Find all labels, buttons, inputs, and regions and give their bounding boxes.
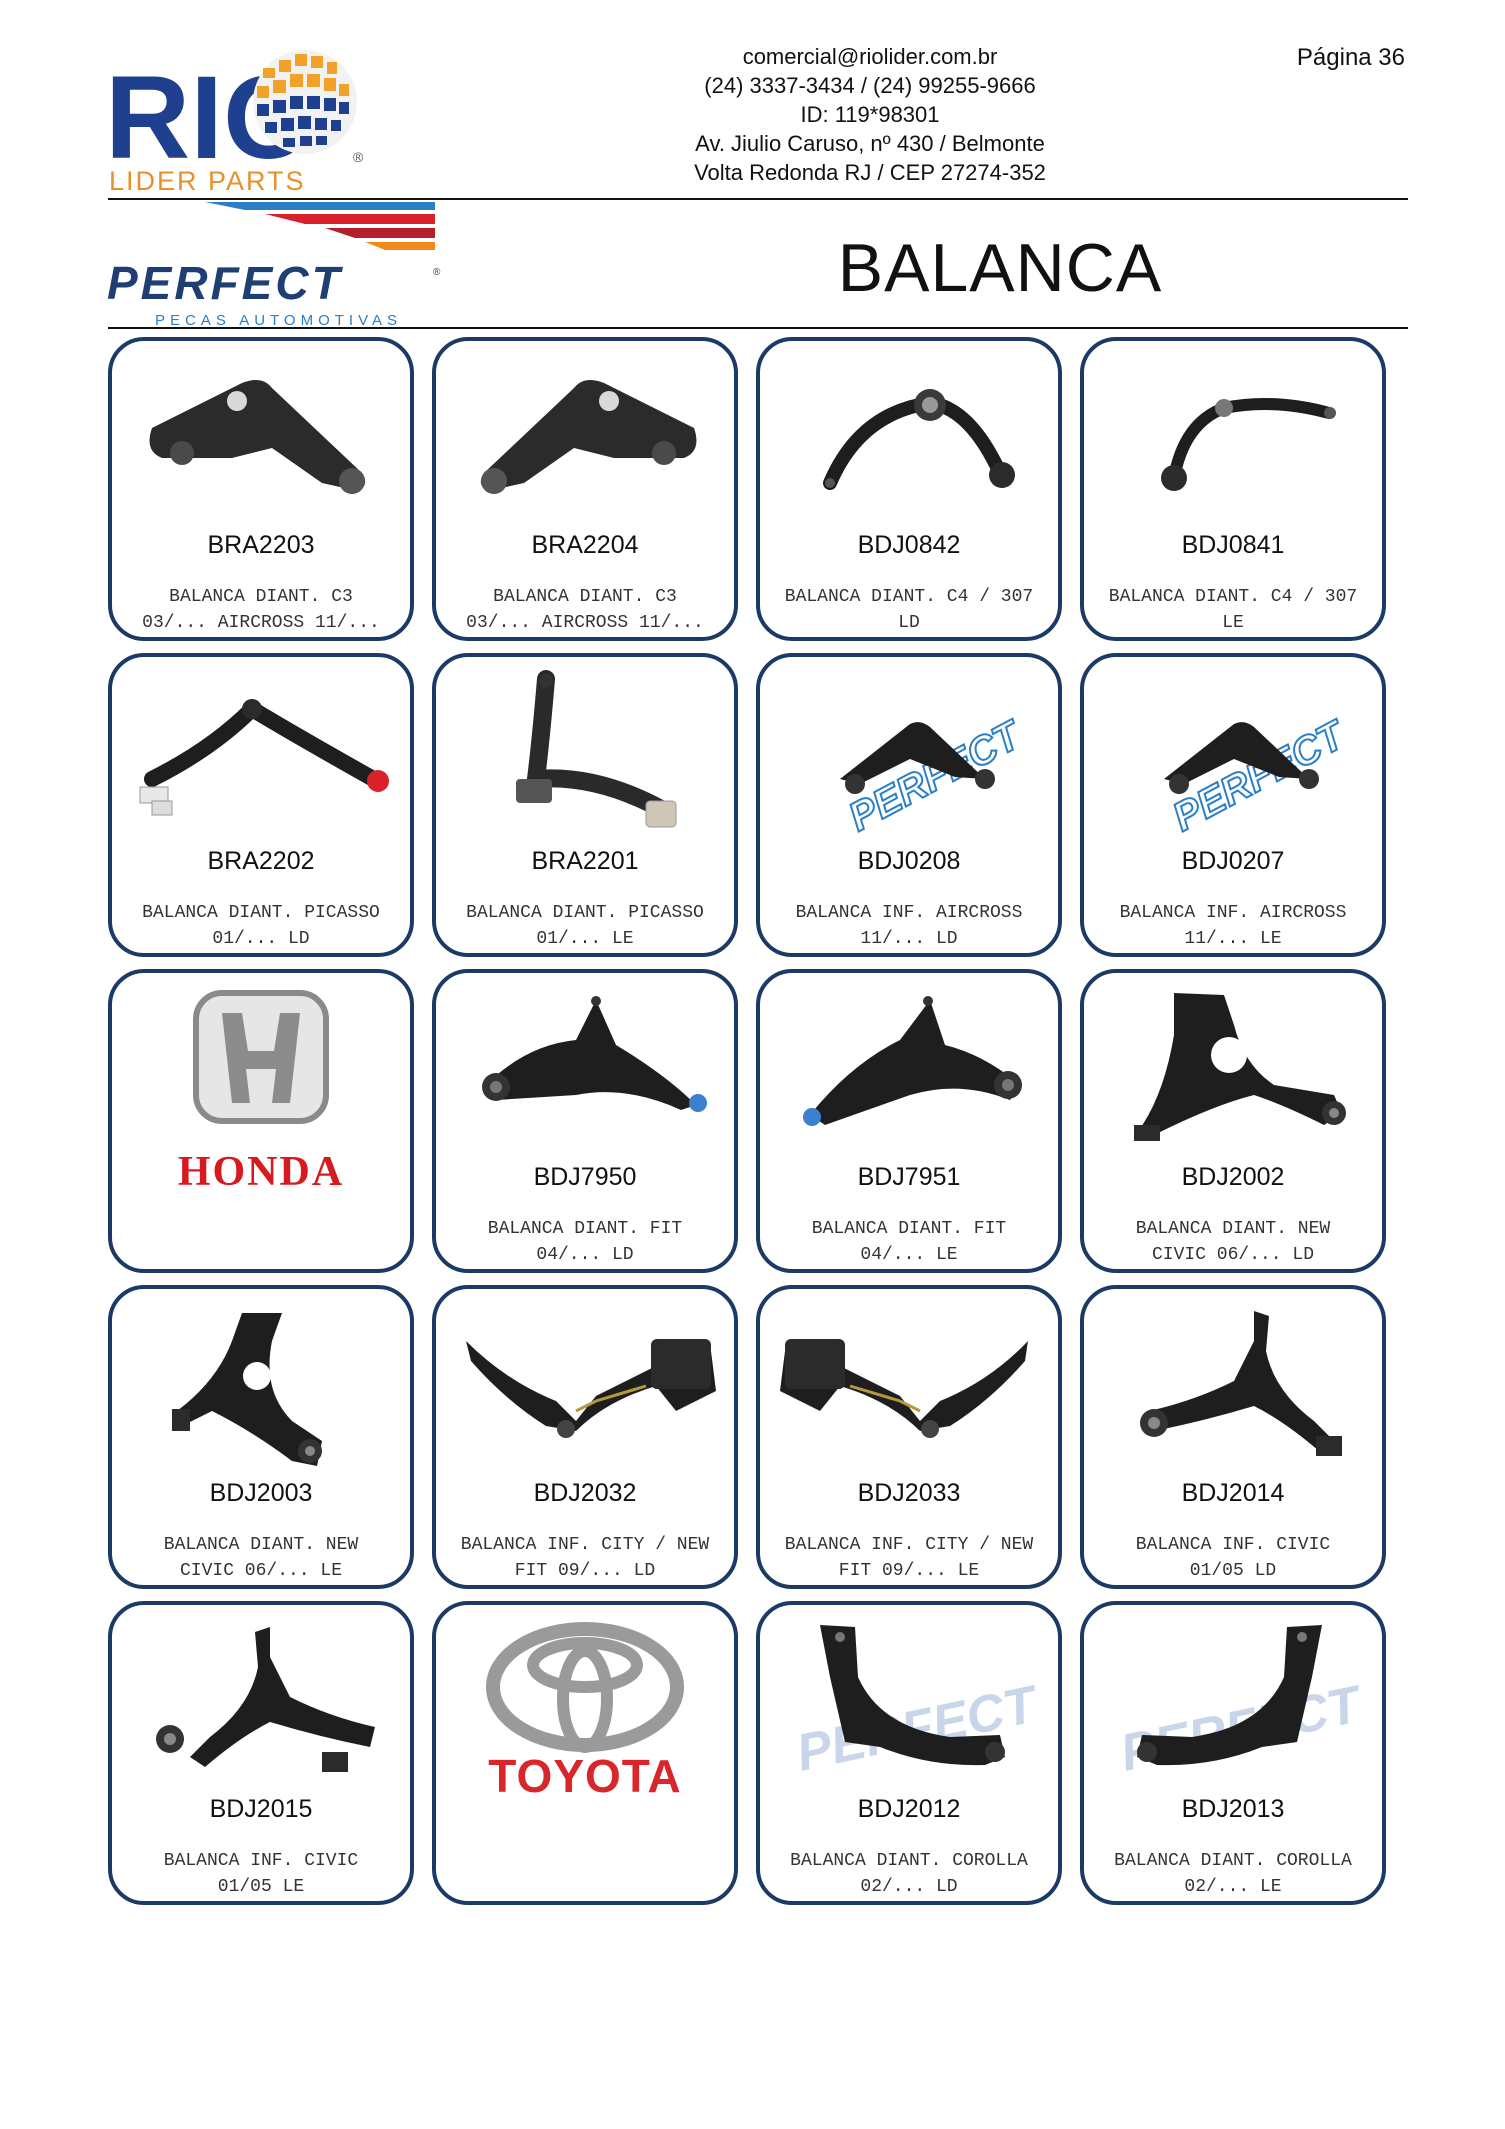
product-description: BALANCA INF. AIRCROSS 11/... LE xyxy=(1119,903,1347,949)
product-description: BALANCA DIANT. C4 / 307 LD xyxy=(784,587,1034,633)
contact-address: Av. Jiulio Caruso, nº 430 / Belmonte xyxy=(695,131,1045,156)
perfect-logo: PERFECT ® PECAS AUTOMOTIVAS xyxy=(107,257,441,329)
toyota-brand-card: TOYOTA xyxy=(432,1601,738,1905)
globe-icon xyxy=(253,50,357,154)
product-description: BALANCA DIANT. NEW CIVIC 06/... LD xyxy=(1135,1219,1331,1265)
control-arm-icon xyxy=(480,379,697,494)
logo-sub-text: LIDER PARTS xyxy=(109,166,306,196)
product-code: BDJ0208 xyxy=(857,847,961,875)
product-description: BALANCA INF. CIVIC 01/05 LE xyxy=(163,1851,359,1897)
control-arm-icon: PERFECT xyxy=(1164,711,1355,834)
control-arm-icon: PERFECT xyxy=(1115,1625,1369,1782)
product-card[interactable]: BDJ2032 BALANCA INF. CITY / NEW FIT 09/..… xyxy=(432,1285,738,1589)
svg-text:®: ® xyxy=(433,267,441,278)
product-card[interactable]: BDJ2002 BALANCA DIANT. NEW CIVIC 06/... L… xyxy=(1080,969,1386,1273)
product-code: BDJ2003 xyxy=(209,1479,313,1507)
title-divider xyxy=(108,327,1408,329)
control-arm-icon: PERFECT xyxy=(840,711,1031,834)
product-code: BRA2201 xyxy=(531,847,639,875)
product-card[interactable]: BRA2203 BALANCA DIANT. C3 03/... AIRCROSS… xyxy=(108,337,414,641)
control-arm-icon xyxy=(482,996,707,1112)
product-code: BRA2202 xyxy=(207,847,315,875)
product-code: BDJ2013 xyxy=(1181,1795,1285,1823)
product-card[interactable]: BDJ0841 BALANCA DIANT. C4 / 307 LE xyxy=(1080,337,1386,641)
product-code: BDJ2012 xyxy=(857,1795,961,1823)
product-code: BRA2204 xyxy=(531,531,639,559)
header-divider xyxy=(108,198,1408,200)
product-code: BDJ0841 xyxy=(1181,531,1285,559)
honda-brand-name: HONDA xyxy=(178,1149,344,1195)
product-description: BALANCA DIANT. COROLLA 02/... LE xyxy=(1114,1851,1352,1897)
product-card[interactable]: BDJ0842 BALANCA DIANT. C4 / 307 LD xyxy=(756,337,1062,641)
contact-info: comercial@riolider.com.br (24) 3337-3434… xyxy=(620,42,1120,187)
control-arm-icon xyxy=(1161,398,1336,491)
product-code: BRA2203 xyxy=(207,531,315,559)
product-card[interactable]: BDJ7950 BALANCA DIANT. FIT 04/... LD xyxy=(432,969,738,1273)
toyota-brand-name: TOYOTA xyxy=(488,1750,681,1802)
product-grid: BRA2203 BALANCA DIANT. C3 03/... AIRCROSS… xyxy=(108,337,1386,1905)
product-code: BDJ2015 xyxy=(209,1795,313,1823)
product-card[interactable]: BDJ2014 BALANCA INF. CIVIC 01/05 LD xyxy=(1080,1285,1386,1589)
control-arm-icon xyxy=(803,996,1022,1126)
product-description: BALANCA DIANT. FIT 04/... LD xyxy=(487,1219,683,1265)
control-arm-icon xyxy=(1134,993,1346,1141)
control-arm-icon xyxy=(172,1313,322,1466)
product-description: BALANCA INF. AIRCROSS 11/... LD xyxy=(795,903,1023,949)
control-arm-icon xyxy=(466,1339,716,1438)
product-description: BALANCA INF. CIVIC 01/05 LD xyxy=(1135,1535,1331,1581)
control-arm-icon xyxy=(156,1627,375,1772)
control-arm-icon xyxy=(149,379,366,494)
product-description: BALANCA DIANT. C4 / 307 LE xyxy=(1108,587,1358,633)
contact-email: comercial@riolider.com.br xyxy=(742,44,998,69)
product-code: BDJ0842 xyxy=(857,531,961,559)
product-code: BDJ0207 xyxy=(1181,847,1285,875)
product-description: BALANCA DIANT. COROLLA 02/... LD xyxy=(790,1851,1028,1897)
product-description: BALANCA DIANT. C3 03/... AIRCROSS 11/... xyxy=(466,587,704,633)
product-card[interactable]: PERFECT BDJ0208 BALANCA INF. AIRCROSS 11/… xyxy=(756,653,1062,957)
contact-city: Volta Redonda RJ / CEP 27274-352 xyxy=(694,160,1046,185)
control-arm-icon xyxy=(139,698,389,816)
product-code: BDJ7950 xyxy=(533,1163,637,1191)
decorative-stripes xyxy=(205,202,435,250)
product-description: BALANCA DIANT. FIT 04/... LE xyxy=(811,1219,1007,1265)
control-arm-icon: PERFECT xyxy=(791,1625,1045,1782)
perfect-name: PERFECT xyxy=(107,257,344,309)
product-card[interactable]: BRA2204 BALANCA DIANT. C3 03/... AIRCROSS… xyxy=(432,337,738,641)
product-card[interactable]: PERFECT BDJ2012 BALANCA DIANT. COROLLA 02… xyxy=(756,1601,1062,1905)
product-description: BALANCA DIANT. PICASSO 01/... LD xyxy=(142,903,380,949)
control-arm-icon xyxy=(1140,1311,1342,1456)
product-code: BDJ2033 xyxy=(857,1479,961,1507)
product-code: BDJ7951 xyxy=(857,1163,961,1191)
product-card[interactable]: PERFECT BDJ0207 BALANCA INF. AIRCROSS 11/… xyxy=(1080,653,1386,957)
control-arm-icon xyxy=(516,670,677,828)
rio-lider-parts-logo: RIO ® LIDER PARTS xyxy=(105,50,364,196)
page-number: Página 36 xyxy=(1296,44,1405,71)
product-code: BDJ2002 xyxy=(1181,1163,1285,1191)
control-arm-icon xyxy=(823,389,1015,490)
product-description: BALANCA INF. CITY / NEW FIT 09/... LD xyxy=(460,1535,710,1581)
svg-text:®: ® xyxy=(353,149,364,165)
product-card[interactable]: BDJ7951 BALANCA DIANT. FIT 04/... LE xyxy=(756,969,1062,1273)
control-arm-icon xyxy=(780,1339,1028,1438)
product-description: BALANCA DIANT. C3 03/... AIRCROSS 11/... xyxy=(142,587,380,633)
product-description: BALANCA DIANT. PICASSO 01/... LE xyxy=(466,903,704,949)
product-card[interactable]: BDJ2033 BALANCA INF. CITY / NEW FIT 09/..… xyxy=(756,1285,1062,1589)
product-card[interactable]: BRA2202 BALANCA DIANT. PICASSO 01/... LD xyxy=(108,653,414,957)
toyota-logo-icon: TOYOTA xyxy=(486,1622,684,1802)
product-code: BDJ2032 xyxy=(533,1479,637,1507)
svg-text:PERFECT: PERFECT xyxy=(791,1675,1045,1782)
honda-brand-card: HONDA xyxy=(108,969,414,1273)
product-card[interactable]: BDJ2003 BALANCA DIANT. NEW CIVIC 06/... L… xyxy=(108,1285,414,1589)
contact-id: ID: 119*98301 xyxy=(800,102,940,127)
product-code: BDJ2014 xyxy=(1181,1479,1285,1507)
product-card[interactable]: PERFECT BDJ2013 BALANCA DIANT. COROLLA02… xyxy=(1080,1601,1386,1905)
product-description: BALANCA INF. CITY / NEW FIT 09/... LE xyxy=(784,1535,1034,1581)
product-card[interactable]: BDJ2015 BALANCA INF. CIVIC 01/05 LE xyxy=(108,1601,414,1905)
contact-phones: (24) 3337-3434 / (24) 99255-9666 xyxy=(704,73,1036,98)
product-description: BALANCA DIANT. NEW CIVIC 06/... LE xyxy=(163,1535,359,1581)
perfect-tagline: PECAS AUTOMOTIVAS xyxy=(155,312,402,329)
honda-logo-icon: HONDA xyxy=(178,990,344,1195)
product-card[interactable]: BRA2201 BALANCA DIANT. PICASSO 01/... LE xyxy=(432,653,738,957)
section-title: BALANCA xyxy=(837,230,1163,306)
